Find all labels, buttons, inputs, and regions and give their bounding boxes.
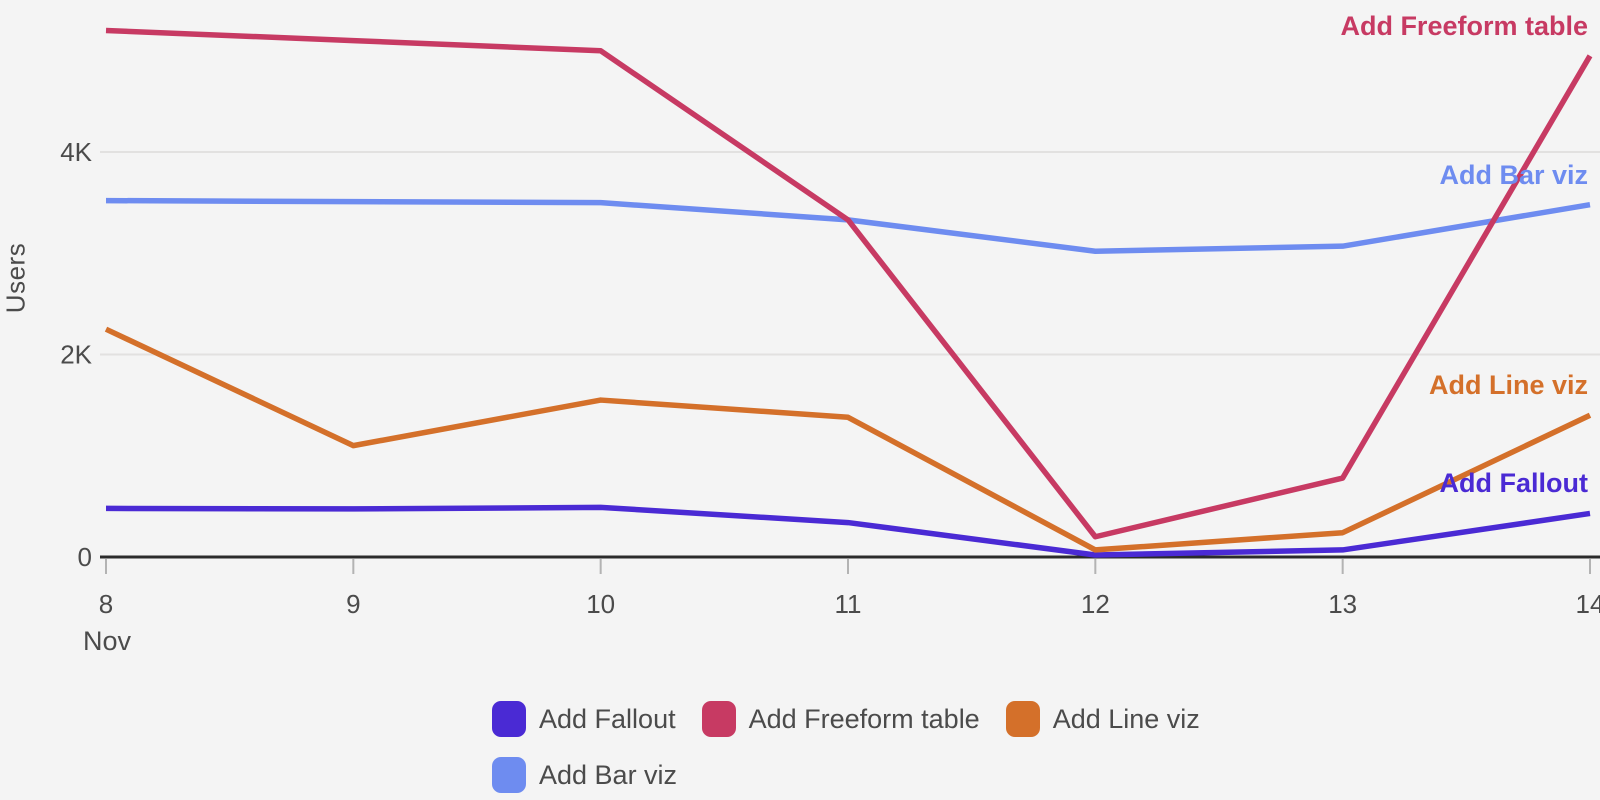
series-label-add-fallout: Add Fallout	[1439, 468, 1588, 499]
legend-label-add-freeform-table: Add Freeform table	[748, 704, 980, 734]
y-tick-label-4K: 4K	[60, 137, 92, 167]
series-line-add-freeform-table[interactable]	[105, 27, 1593, 540]
series-label-add-bar-viz: Add Bar viz	[1439, 159, 1588, 190]
y-tick-label-2K: 2K	[60, 340, 92, 370]
legend-item-add-line-viz[interactable]: Add Line viz	[1005, 701, 1200, 737]
x-tick-label-10: 10	[586, 589, 615, 619]
plot-area: 0 2K 4K 8 9 10 11 12 13 14	[60, 27, 1600, 619]
series-line-add-fallout[interactable]	[105, 504, 1591, 558]
legend-swatch-add-fallout	[492, 701, 526, 737]
series-line-add-bar-viz[interactable]	[105, 197, 1591, 254]
x-tick-label-9: 9	[346, 589, 360, 619]
series-label-add-freeform-table: Add Freeform table	[1340, 10, 1588, 41]
x-tick-label-13: 13	[1328, 589, 1357, 619]
legend-label-add-line-viz: Add Line viz	[1052, 704, 1200, 734]
legend-swatch-add-freeform-table	[701, 701, 736, 737]
legend-item-add-fallout[interactable]: Add Fallout	[492, 701, 676, 737]
x-tick-label-8: 8	[99, 589, 113, 619]
legend-item-add-bar-viz[interactable]: Add Bar viz	[492, 757, 677, 793]
y-axis-title: Users	[0, 242, 31, 314]
legend-label-add-bar-viz: Add Bar viz	[539, 760, 678, 790]
series-label-add-line-viz: Add Line viz	[1428, 370, 1588, 401]
x-axis-month-label: Nov	[83, 626, 132, 656]
series-line-add-line-viz[interactable]	[104, 326, 1592, 553]
x-tick-label-12: 12	[1081, 589, 1110, 619]
legend-swatch-add-line-viz	[1005, 701, 1040, 737]
x-tick-label-14: 14	[1576, 589, 1600, 619]
y-tick-label-0: 0	[78, 542, 92, 572]
legend-label-add-fallout: Add Fallout	[539, 704, 676, 734]
legend: Add Fallout Add Freeform table Add Line vi…	[492, 701, 1342, 793]
legend-item-add-freeform-table[interactable]: Add Freeform table	[701, 701, 980, 737]
x-tick-label-11: 11	[835, 589, 862, 619]
legend-swatch-add-bar-viz	[492, 757, 526, 793]
